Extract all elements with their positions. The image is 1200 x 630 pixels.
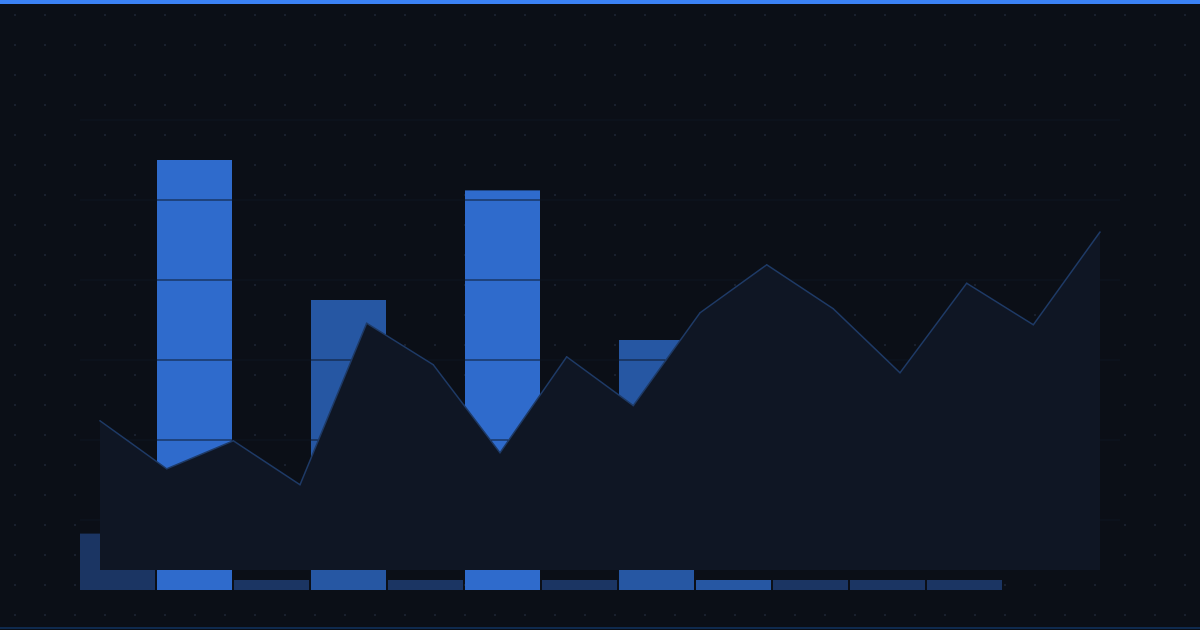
area-point [432,364,435,366]
bar [234,580,309,590]
area-point [832,308,835,310]
area-point [965,282,968,285]
bar [542,580,617,590]
area-point [499,452,501,454]
area-point [1099,231,1101,233]
bar [696,580,771,590]
area-series [99,231,1101,570]
bar [388,580,463,590]
area-point [299,484,301,486]
area-point [565,356,568,358]
area-point [699,312,701,314]
area-point [1032,324,1035,326]
area-point [232,440,235,442]
area-point [365,322,368,325]
area-point [899,372,901,374]
area-point [99,420,101,422]
area-point [165,468,168,470]
top-accent-bar [0,0,1200,4]
bar [773,580,848,590]
area-line [99,231,1101,486]
area-point [765,264,768,266]
area-point [632,404,635,407]
bar [850,580,925,590]
bar [927,580,1002,590]
area-fill [100,232,1100,570]
bottom-accent-line [0,627,1200,629]
